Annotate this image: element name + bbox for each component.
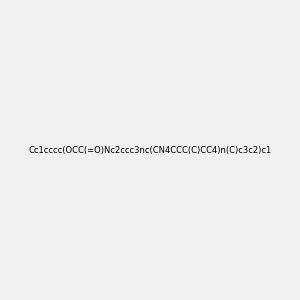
- Text: Cc1cccc(OCC(=O)Nc2ccc3nc(CN4CCC(C)CC4)n(C)c3c2)c1: Cc1cccc(OCC(=O)Nc2ccc3nc(CN4CCC(C)CC4)n(…: [28, 146, 272, 154]
